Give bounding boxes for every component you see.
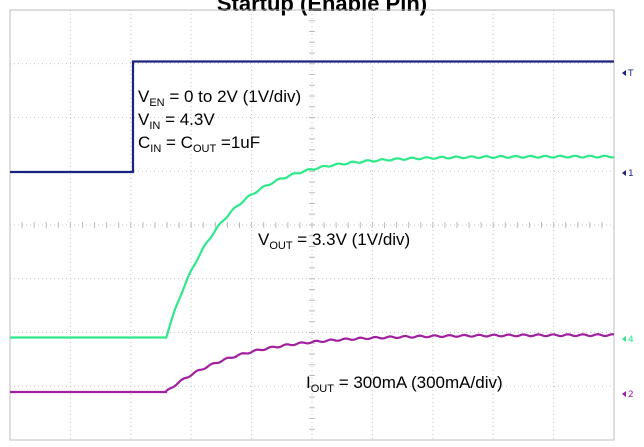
trace-iout (10, 333, 615, 394)
scope-traces (10, 60, 615, 394)
trace-ven (10, 60, 614, 174)
annotation-text-part: OUT (311, 383, 335, 395)
annotation-text-part: = 0 to 2V (1V/div) (165, 87, 302, 106)
annotation-text-part: V (258, 230, 270, 249)
annotation-cap: CIN = COUT =1uF (138, 133, 260, 155)
annotation-vin: VIN = 4.3V (138, 110, 215, 132)
channel-marker-T: T (622, 69, 634, 79)
annotation-text-part: = 4.3V (160, 110, 215, 129)
marker-arrow-icon (622, 170, 626, 176)
annotation-vout: VOUT = 3.3V (1V/div) (258, 230, 410, 252)
annotation-text-part: IN (149, 120, 160, 132)
annotation-text-part: I (306, 373, 311, 392)
annotation-iout: IOUT = 300mA (300mA/div) (306, 373, 503, 395)
annotation-text-part: V (138, 110, 150, 129)
channel-marker-2: 2 (622, 390, 634, 400)
annotation-text-part: V (138, 87, 150, 106)
marker-arrow-icon (622, 336, 626, 342)
annotation-text-part: = 300mA (300mA/div) (334, 373, 503, 392)
annotation-text-part: EN (149, 97, 164, 109)
marker-label: T (627, 69, 634, 79)
marker-label: 2 (628, 390, 634, 400)
annotation-text-part: OUT (269, 240, 293, 252)
marker-label: 1 (628, 169, 634, 179)
annotation-text-part: OUT (193, 143, 217, 155)
annotation-text-part: = C (161, 133, 193, 152)
channel-marker-4: 4 (622, 335, 634, 345)
annotation-ven: VEN = 0 to 2V (1V/div) (138, 87, 301, 109)
annotation-text-part: = 3.3V (1V/div) (293, 230, 411, 249)
channel-marker-1: 1 (622, 169, 634, 179)
marker-arrow-icon (622, 391, 626, 397)
annotation-text-part: C (138, 133, 150, 152)
channel-markers: T 1 4 2 (622, 69, 634, 400)
marker-label: 4 (628, 335, 634, 345)
annotation-text-part: IN (150, 143, 161, 155)
annotation-text-part: =1uF (216, 133, 260, 152)
trace-vout (10, 154, 615, 339)
scope-grid (9, 9, 615, 441)
chart-title: Startup (Enable Pin) (216, 0, 428, 16)
marker-arrow-icon (622, 70, 626, 76)
